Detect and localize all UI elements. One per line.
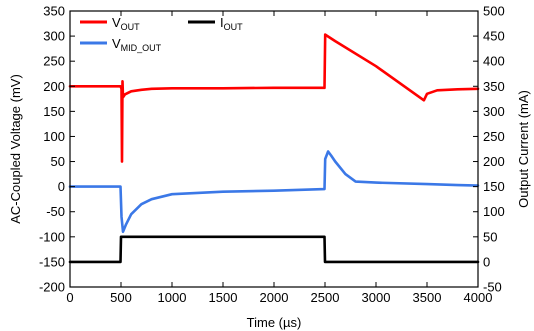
x-tick-label: 1000 [158, 290, 187, 305]
series-line-vmid_out [68, 150, 480, 234]
x-tick-label: 4000 [464, 290, 493, 305]
y-left-tick-label: -200 [39, 280, 65, 295]
x-tick-label: 500 [110, 290, 132, 305]
x-tick-label: 2500 [311, 290, 340, 305]
y-left-tick-label: -100 [39, 229, 65, 244]
x-tick-label: 1500 [209, 290, 238, 305]
x-tick-label: 2000 [260, 290, 289, 305]
y-left-tick-label: 50 [51, 154, 65, 169]
ticks-layer: 0 500 1000 1500 2000 2500 3000 3500 4000-200-150… [39, 4, 505, 306]
x-tick-label: 3000 [362, 290, 391, 305]
x-tick-label: 3500 [413, 290, 442, 305]
y-right-tick-label: 300 [483, 104, 505, 119]
y-right-tick-label: 100 [483, 204, 505, 219]
y-left-tick-label: 300 [43, 29, 65, 44]
legend-label-iout: IOUT [220, 15, 243, 32]
series-layer [68, 33, 480, 264]
legend: VOUT VMID_OUT IOUT [80, 15, 243, 53]
series-line-iout [68, 235, 480, 264]
y-left-tick-label: 350 [43, 4, 65, 19]
y-right-tick-label: 500 [483, 4, 505, 19]
y-left-tick-label: 100 [43, 129, 65, 144]
y-left-tick-label: 0 [58, 179, 65, 194]
y-left-tick-label: -150 [39, 254, 65, 269]
y-left-tick-label: 200 [43, 79, 65, 94]
y-left-tick-label: 250 [43, 54, 65, 69]
y-axis-right-title: Output Current (mA) [516, 90, 531, 208]
y-right-tick-label: 350 [483, 79, 505, 94]
y-right-tick-label: 50 [483, 229, 497, 244]
y-right-tick-label: 200 [483, 154, 505, 169]
y-right-tick-label: 450 [483, 29, 505, 44]
y-right-tick-label: -50 [483, 280, 502, 295]
y-axis-left-title: AC-Coupled Voltage (mV) [8, 74, 23, 224]
x-tick-label: 0 [66, 290, 73, 305]
y-right-tick-label: 150 [483, 179, 505, 194]
y-right-tick-label: 400 [483, 54, 505, 69]
y-right-tick-label: 250 [483, 129, 505, 144]
series-line-vout [68, 33, 480, 163]
legend-label-vout: VOUT [112, 15, 140, 32]
x-axis-title: Time (µs) [247, 315, 302, 330]
y-left-tick-label: 150 [43, 104, 65, 119]
y-left-tick-label: -50 [46, 204, 65, 219]
legend-label-vmid_out: VMID_OUT [112, 36, 162, 53]
y-right-tick-label: 0 [483, 254, 490, 269]
